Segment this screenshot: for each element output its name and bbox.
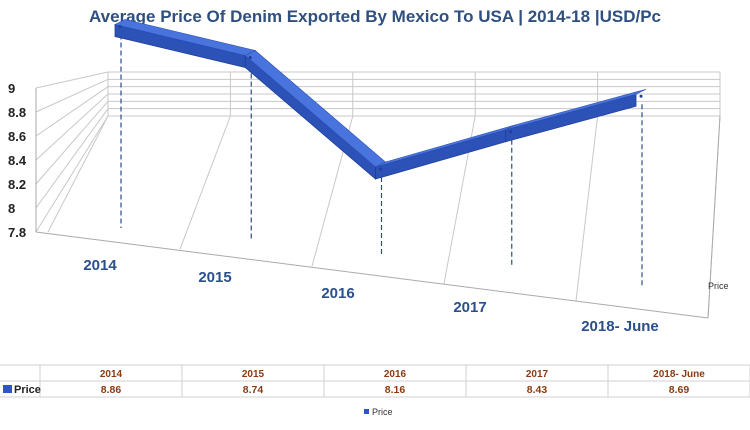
gridline-floor xyxy=(47,115,109,233)
y-tick-label: 8.8 xyxy=(8,105,26,120)
gridline-side xyxy=(35,71,109,89)
gridline-side xyxy=(35,78,109,113)
y-tick-label: 8.2 xyxy=(8,177,26,192)
data-point xyxy=(248,56,252,59)
y-tick-label: 8.4 xyxy=(8,153,27,168)
table-series-key xyxy=(3,385,12,393)
table-header-cell: 2018- June xyxy=(653,369,705,380)
gridline-side xyxy=(35,86,109,137)
legend: Price xyxy=(364,407,393,417)
x-category-label: 2014 xyxy=(83,257,117,274)
table-series-label: Price xyxy=(14,384,41,396)
x-category-label: 2016 xyxy=(321,285,354,302)
series-segment-top xyxy=(375,124,516,168)
table-value-cell: 8.43 xyxy=(527,384,548,396)
y-tick-label: 8.6 xyxy=(8,129,26,144)
table-header-cell: 2017 xyxy=(526,369,549,380)
series-segment xyxy=(244,54,376,180)
data-point xyxy=(509,130,513,134)
x-axis-categories: 2014 2015 2016 2017 2018- June xyxy=(83,257,658,335)
chart-title: Average Price Of Denim Exported By Mexic… xyxy=(89,7,661,26)
data-table: 2014 8.86 2015 8.74 2016 8.16 2017 8.43 2018- Ju… xyxy=(0,364,750,398)
gridline-floor xyxy=(575,115,599,301)
drop-lines xyxy=(120,34,643,288)
x-category-label: 2015 xyxy=(198,269,231,286)
table-value-cell: 8.69 xyxy=(669,384,690,396)
table-value-cell: 8.74 xyxy=(243,384,264,396)
gridline-side xyxy=(35,108,109,209)
plot-grid xyxy=(35,71,721,319)
x-category-label: 2017 xyxy=(453,299,486,316)
table-value-cell: 8.86 xyxy=(101,384,122,396)
legend-swatch xyxy=(364,409,369,414)
table-header-cell: 2014 xyxy=(100,369,123,380)
series-segment-top xyxy=(505,88,647,131)
table-header-cell: 2016 xyxy=(384,369,407,380)
axis-floor-front-edge xyxy=(35,231,709,319)
series-ribbon xyxy=(114,19,647,180)
data-point xyxy=(639,94,643,98)
table-value-cell: 8.16 xyxy=(385,384,406,396)
data-point xyxy=(118,25,122,28)
data-point xyxy=(379,167,382,171)
y-axis-ticks: 7.8 8 8.2 8.4 8.6 8.8 9 xyxy=(8,81,27,240)
x-category-label: 2018- June xyxy=(581,318,659,335)
gridline-side xyxy=(35,93,109,161)
table-header-cell: 2015 xyxy=(242,369,265,380)
y-tick-label: 8 xyxy=(8,201,15,216)
legend-label: Price xyxy=(372,407,393,417)
y-tick-label: 7.8 xyxy=(8,225,26,240)
gridline-floor xyxy=(179,115,231,250)
gridline-side xyxy=(35,115,109,233)
gridline-side xyxy=(35,101,109,185)
y-tick-label: 9 xyxy=(8,81,15,96)
series-segment xyxy=(375,129,507,180)
depth-axis-label: Price xyxy=(708,281,729,291)
axis-right-edge xyxy=(707,115,721,319)
